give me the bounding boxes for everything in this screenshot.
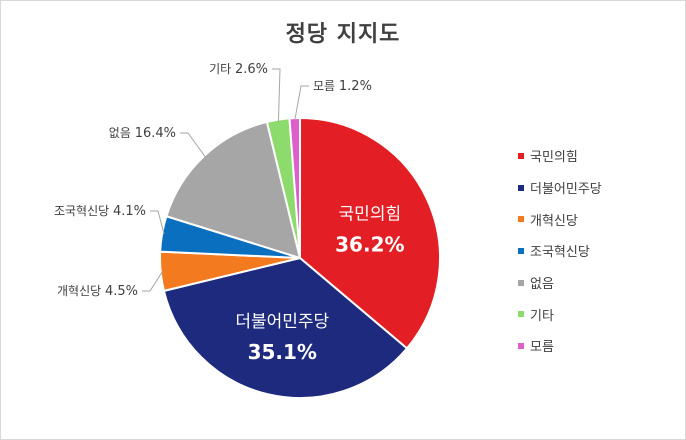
leader-line-7 [294,85,309,121]
legend-item-2: 더불어민주당 [518,172,602,204]
slice-label-value-4: 4.1% [113,204,146,219]
slice-label-5: 없음 16.4% [109,126,176,141]
legend-label-2: 더불어민주당 [530,182,602,198]
leader-line-3 [142,270,164,292]
slice-label-value-3: 4.5% [105,284,138,299]
slice-label-category-7: 모름 [313,79,339,93]
leader-line-5 [180,132,207,158]
legend-swatch-6 [518,311,524,318]
leader-line-4 [150,210,165,235]
legend-item-1: 국민의힘 [518,140,602,172]
slice-label-category-2: 더불어민주당 [235,312,329,332]
slice-label-category-1: 국민의힘 [339,205,402,225]
legend-item-6: 기타 [518,298,602,330]
slice-label-7: 모름 1.2% [313,79,372,94]
chart-title: 정당 지지도 [285,22,401,47]
legend-swatch-2 [518,184,524,191]
legend-label-5: 없음 [530,277,554,293]
slice-labels: 국민의힘 36.2% 더불어민주당 35.1% 개혁신당 4.5% 조국혁신당 4.1% 없… [54,62,405,364]
legend-swatch-7 [518,342,524,349]
slice-label-category-4: 조국혁신당 [54,204,113,218]
leader-line-6 [272,68,281,122]
legend-swatch-3 [518,216,524,223]
legend-item-4: 조국혁신당 [518,235,602,267]
slice-label-6: 기타 2.6% [209,62,268,77]
legend-item-5: 없음 [518,267,602,299]
legend-item-3: 개혁신당 [518,203,602,235]
legend-swatch-5 [518,279,524,286]
legend-swatch-1 [518,152,524,159]
legend-label-4: 조국혁신당 [530,245,590,261]
slice-label-3: 개혁신당 4.5% [57,284,138,299]
slice-label-value-6: 2.6% [235,62,268,77]
slice-label-value-1: 36.2% [335,233,404,257]
legend-label-6: 기타 [530,308,554,324]
slice-label-category-6: 기타 [209,62,235,76]
slice-label-value-2: 35.1% [248,340,317,364]
legend-item-7: 모름 [518,330,602,362]
legend-label-1: 국민의힘 [530,150,578,166]
pie-slices [159,116,441,399]
pie-slice-1 [299,116,441,350]
pie-slice-2 [162,256,409,399]
slice-label-value-7: 1.2% [339,79,372,94]
slice-label-value-5: 16.4% [135,126,176,141]
legend-label-3: 개혁신당 [530,213,578,229]
slice-label-4: 조국혁신당 4.1% [54,204,146,219]
leader-lines [142,68,309,292]
slice-label-category-3: 개혁신당 [57,284,105,298]
slice-label-category-5: 없음 [109,126,135,140]
legend-label-7: 모름 [530,340,554,356]
legend-swatch-4 [518,247,524,254]
